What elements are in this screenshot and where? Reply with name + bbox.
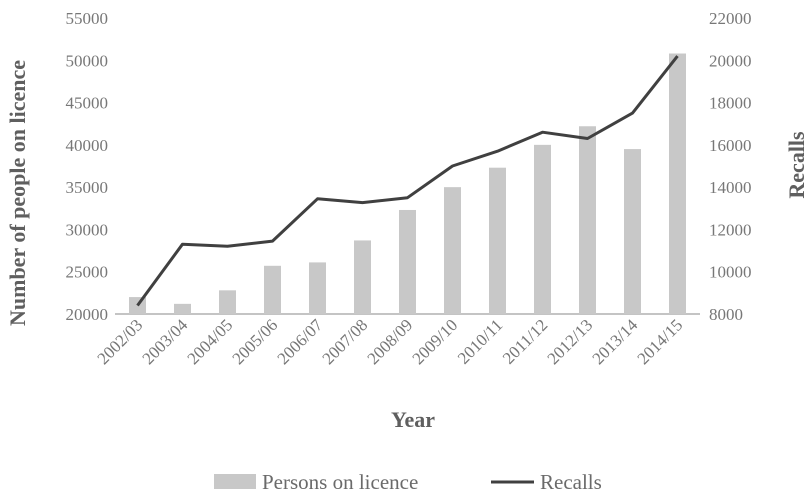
bar-2009-10 (444, 187, 461, 314)
legend-swatch-persons (214, 474, 256, 489)
x-tick-label: 2008/09 (363, 315, 416, 368)
bar-2011-12 (534, 144, 551, 314)
left-tick-label: 25000 (66, 263, 109, 282)
left-tick-label: 20000 (66, 305, 109, 324)
left-axis-title: Number of people on licence (5, 60, 30, 326)
right-tick-label: 20000 (709, 51, 752, 70)
bar-2004-05 (219, 290, 236, 314)
left-tick-label: 35000 (66, 178, 109, 197)
left-tick-label: 40000 (66, 136, 109, 155)
bar-2012-13 (579, 126, 596, 314)
right-tick-label: 18000 (709, 94, 752, 113)
x-tick-label: 2006/07 (273, 315, 326, 368)
bar-2007-08 (354, 240, 371, 314)
left-tick-label: 30000 (66, 220, 109, 239)
x-tick-label: 2003/04 (138, 315, 191, 368)
left-tick-label: 50000 (66, 51, 109, 70)
x-tick-label: 2004/05 (183, 315, 236, 368)
x-axis-title: Year (391, 407, 435, 432)
right-tick-label: 14000 (709, 178, 752, 197)
bar-2013-14 (624, 149, 641, 314)
legend-label-recalls: Recalls (540, 470, 602, 494)
x-tick-label: 2009/10 (408, 315, 461, 368)
left-axis-ticks: 20000 25000 30000 35000 40000 45000 50000 55000 (66, 9, 109, 324)
x-tick-label: 2005/06 (228, 315, 281, 368)
legend-label-persons: Persons on licence (262, 470, 418, 494)
x-axis-ticks: 2002/032003/042004/052005/062006/072007/… (93, 315, 686, 368)
right-axis-title: Recalls (784, 131, 809, 199)
left-tick-label: 45000 (66, 94, 109, 113)
bar-2008-09 (399, 209, 416, 314)
x-tick-label: 2011/12 (499, 315, 551, 367)
legend: Persons on licence Recalls (214, 470, 602, 494)
right-axis-ticks: 8000 10000 12000 14000 16000 18000 20000 22000 (709, 9, 752, 324)
plot-area (115, 53, 700, 315)
right-tick-label: 8000 (709, 305, 743, 324)
bar-2006-07 (309, 262, 326, 314)
recalls-line (136, 55, 679, 307)
x-tick-label: 2014/15 (633, 315, 686, 368)
x-tick-label: 2013/14 (588, 315, 641, 368)
bar-2003-04 (174, 303, 191, 314)
right-tick-label: 10000 (709, 263, 752, 282)
x-tick-label: 2007/08 (318, 315, 371, 368)
x-tick-label: 2012/13 (543, 315, 596, 368)
left-tick-label: 55000 (66, 9, 109, 28)
bar-2005-06 (264, 265, 281, 314)
bar-2010-11 (489, 167, 506, 314)
right-tick-label: 16000 (709, 136, 752, 155)
bar-series (129, 53, 686, 315)
x-tick-label: 2010/11 (454, 315, 506, 367)
right-tick-label: 22000 (709, 9, 752, 28)
bar-2014-15 (669, 53, 686, 315)
right-tick-label: 12000 (709, 220, 752, 239)
